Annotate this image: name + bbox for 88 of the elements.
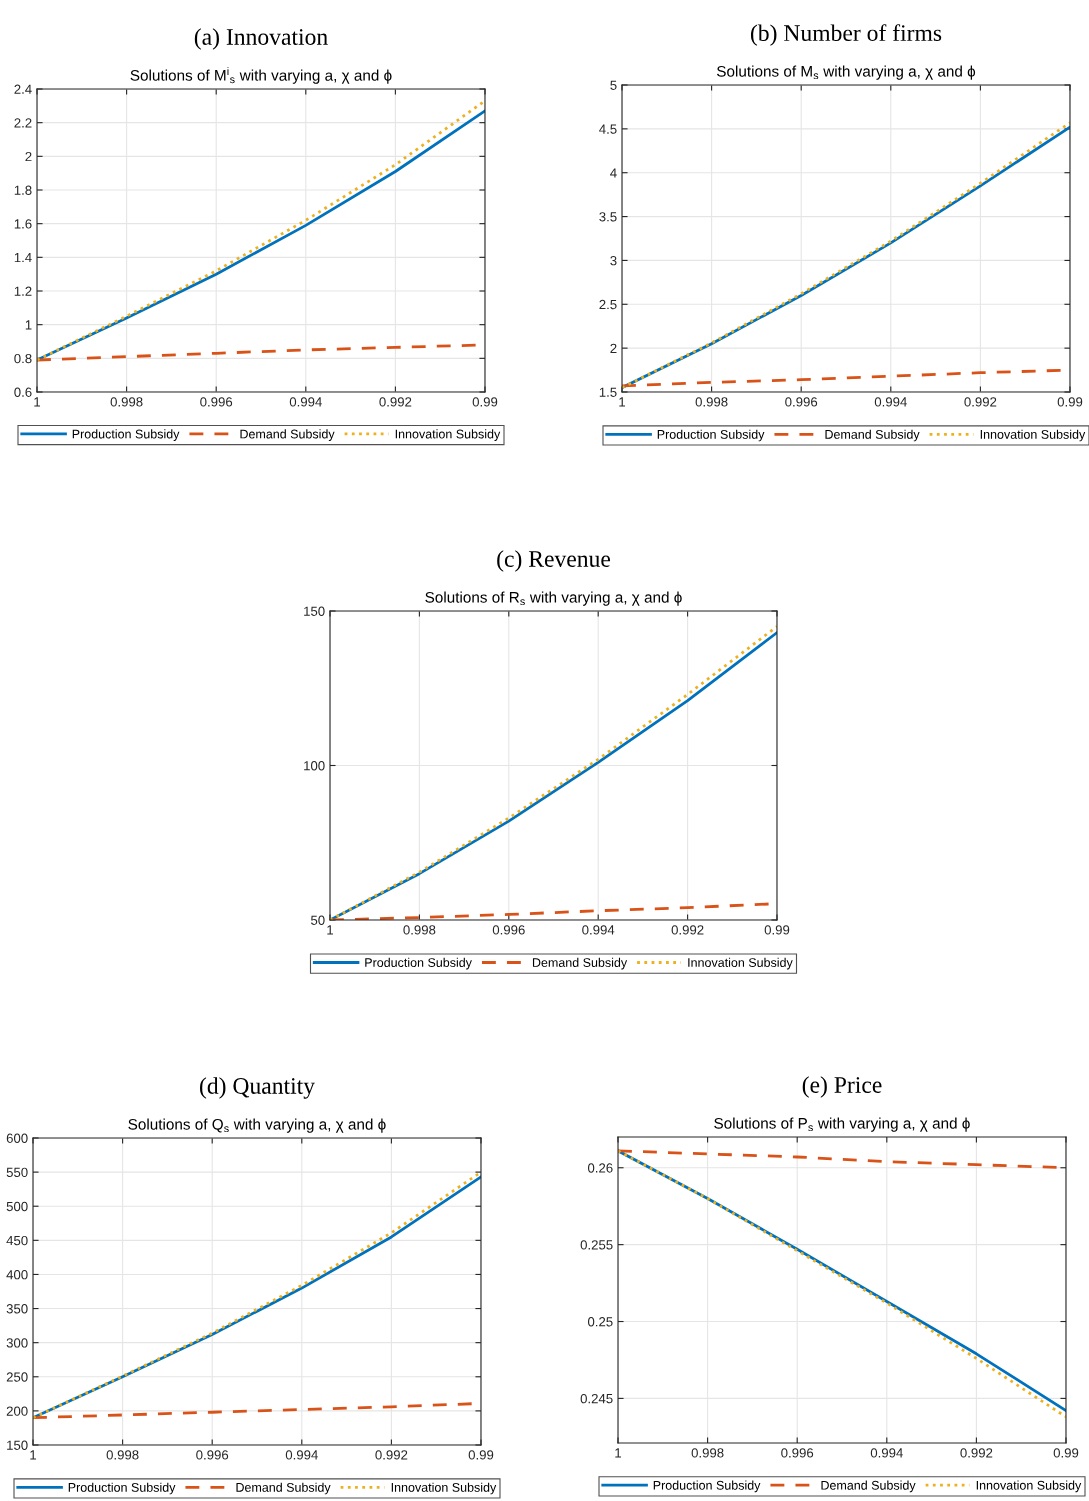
y-tick-label: 200 — [6, 1406, 28, 1416]
chart-title: (e) Price — [802, 1076, 882, 1098]
y-tick-label: 350 — [6, 1304, 28, 1314]
legend-label: Innovation Subsidy — [391, 1482, 497, 1495]
y-tick-label: 100 — [304, 761, 325, 771]
chart-subtitle: Solutions of M$^{i}$$_{s}$ with varying a, χ and ϕ — [130, 67, 392, 84]
x-tick-label: 0.994 — [285, 1450, 318, 1460]
y-tick-label: 1.6 — [14, 219, 32, 229]
y-tick-label: 3.5 — [599, 212, 617, 222]
x-tick-label: 1 — [327, 925, 334, 935]
x-tick-label: 0.992 — [964, 397, 997, 407]
x-tick-label: 0.99 — [1057, 397, 1083, 407]
chart-title: (a) Innovation — [194, 28, 328, 50]
legend-label: Innovation Subsidy — [980, 429, 1086, 442]
y-tick-label: 0.6 — [14, 387, 32, 397]
y-tick-label: 400 — [6, 1270, 28, 1280]
y-tick-label: 4.5 — [599, 124, 617, 134]
chart-subtitle: Solutions of Q$_{s}$ with varying a, χ and ϕ — [128, 1118, 386, 1133]
x-tick-label: 0.998 — [106, 1450, 139, 1460]
x-tick-label: 0.998 — [695, 397, 728, 407]
y-tick-label: 1.4 — [14, 253, 32, 263]
x-tick-label: 0.994 — [874, 397, 907, 407]
x-tick-label: 0.99 — [764, 925, 790, 935]
y-tick-label: 5 — [610, 80, 617, 90]
x-tick-label: 0.99 — [468, 1450, 494, 1460]
y-tick-label: 1.5 — [599, 387, 617, 397]
y-tick-label: 0.26 — [587, 1163, 613, 1173]
x-tick-label: 1 — [619, 397, 626, 407]
legend-label: Demand Subsidy — [821, 1480, 916, 1493]
y-tick-label: 3 — [610, 256, 617, 266]
y-tick-label: 150 — [304, 606, 325, 616]
x-tick-label: 0.99 — [1053, 1448, 1079, 1458]
x-tick-label: 0.992 — [375, 1450, 408, 1460]
chart-subtitle: Solutions of R$_{s}$ with varying a, χ and ϕ — [425, 591, 682, 606]
x-tick-label: 0.99 — [472, 397, 498, 407]
y-tick-label: 550 — [6, 1167, 28, 1178]
y-tick-label: 150 — [7, 1440, 28, 1450]
y-tick-label: 1.8 — [14, 185, 32, 195]
legend-label: Production Subsidy — [68, 1482, 176, 1495]
chart-title: (c) Revenue — [497, 550, 611, 572]
y-tick-label: 0.245 — [580, 1393, 613, 1404]
legend-label: Demand Subsidy — [236, 1482, 331, 1495]
chart-title: (d) Quantity — [200, 1077, 315, 1099]
x-tick-label: 0.998 — [691, 1448, 724, 1458]
legend-label: Demand Subsidy — [240, 429, 335, 441]
x-tick-label: 0.996 — [781, 1448, 814, 1458]
y-tick-label: 1.2 — [14, 286, 32, 296]
legend-label: Demand Subsidy — [532, 957, 628, 970]
legend-label: Innovation Subsidy — [688, 957, 793, 970]
y-tick-label: 1 — [25, 320, 32, 330]
y-tick-label: 2 — [610, 343, 617, 353]
y-tick-label: 0.255 — [580, 1240, 613, 1250]
legend-label: Demand Subsidy — [825, 429, 920, 442]
x-tick-label: 0.992 — [379, 397, 412, 407]
x-tick-label: 0.998 — [403, 925, 436, 935]
legend-label: Production Subsidy — [72, 429, 180, 441]
y-tick-label: 450 — [6, 1235, 28, 1246]
x-tick-label: 0.996 — [492, 925, 525, 935]
y-tick-label: 50 — [310, 915, 325, 925]
y-tick-label: 2.4 — [14, 84, 32, 94]
x-tick-label: 0.996 — [196, 1450, 229, 1460]
legend-label: Innovation Subsidy — [395, 429, 501, 441]
legend-label: Production Subsidy — [365, 957, 472, 970]
y-tick-label: 2 — [25, 151, 32, 162]
y-tick-label: 300 — [6, 1338, 28, 1348]
x-tick-label: 0.994 — [582, 925, 615, 935]
y-tick-label: 4 — [610, 168, 617, 178]
x-tick-label: 0.998 — [110, 397, 143, 407]
y-tick-label: 0.8 — [14, 353, 32, 364]
legend-label: Production Subsidy — [657, 429, 765, 442]
y-tick-label: 0.25 — [587, 1317, 613, 1327]
x-tick-label: 0.996 — [785, 397, 818, 407]
x-tick-label: 0.996 — [200, 397, 233, 407]
y-tick-label: 600 — [6, 1133, 28, 1143]
legend-label: Production Subsidy — [653, 1480, 761, 1493]
x-tick-label: 0.994 — [289, 397, 322, 407]
y-tick-label: 2.5 — [599, 299, 617, 310]
chart-title: (b) Number of firms — [750, 24, 942, 46]
chart-subtitle: Solutions of P$_{s}$ with varying a, χ and ϕ — [714, 1117, 970, 1132]
chart-subtitle: Solutions of M$_{s}$ with varying a, χ and ϕ — [716, 65, 976, 80]
x-tick-label: 0.992 — [671, 925, 704, 935]
x-tick-label: 0.992 — [960, 1448, 993, 1458]
y-tick-label: 500 — [6, 1201, 28, 1212]
x-tick-label: 1 — [34, 397, 41, 407]
legend-label: Innovation Subsidy — [976, 1480, 1082, 1493]
y-tick-label: 250 — [6, 1372, 28, 1382]
x-tick-label: 0.994 — [870, 1448, 903, 1458]
y-tick-label: 2.2 — [14, 118, 32, 128]
